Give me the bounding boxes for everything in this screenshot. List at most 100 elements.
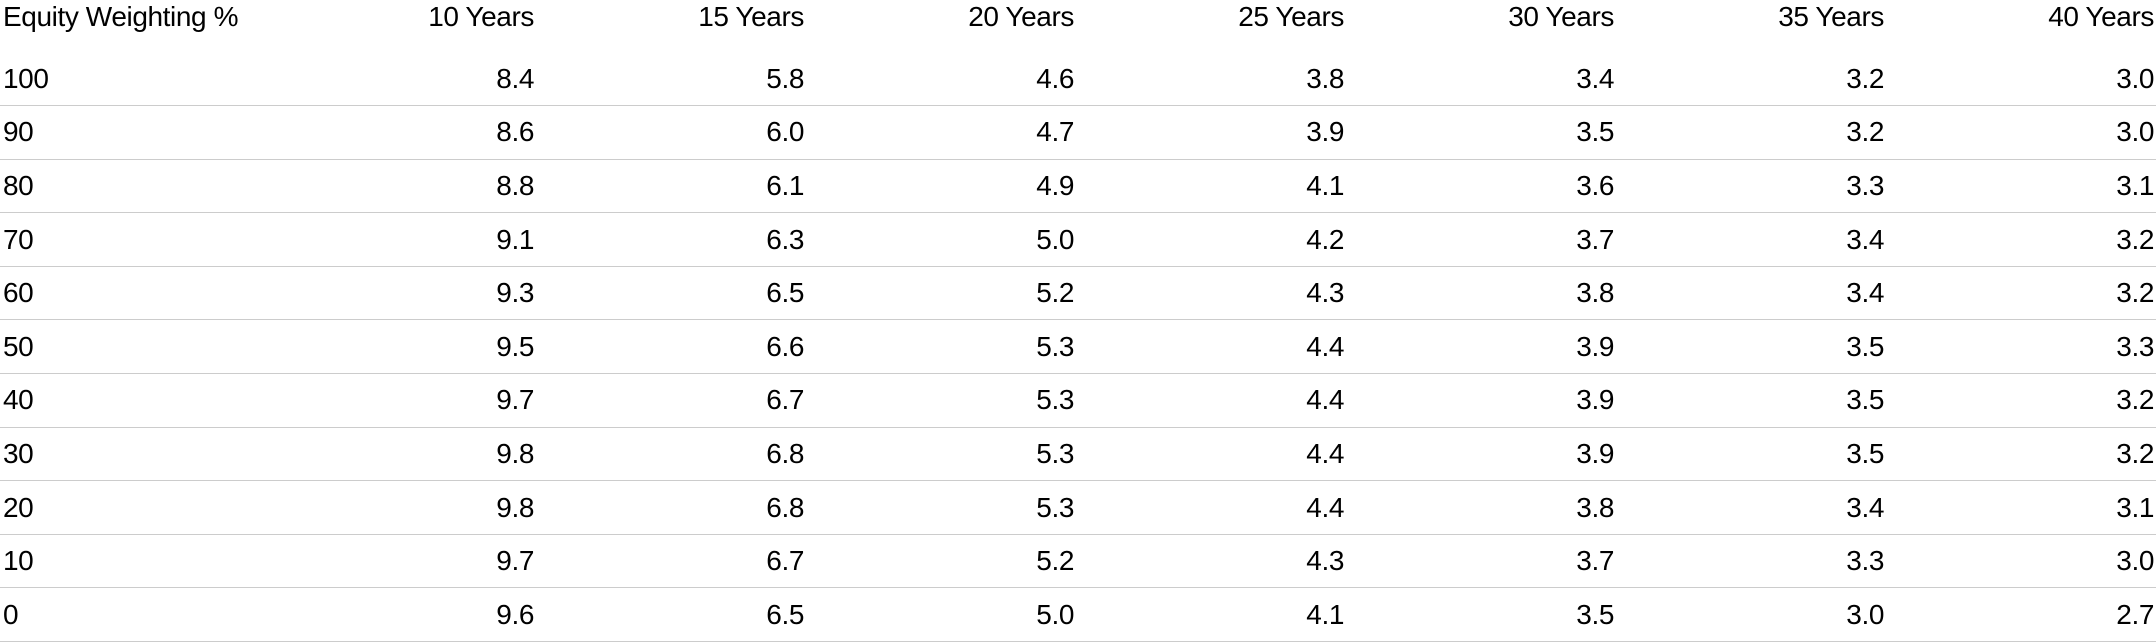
table-body: 100 8.4 5.8 4.6 3.8 3.4 3.2 3.0 90 8.6 6.0 4.7 3.9 3.… bbox=[0, 52, 2156, 642]
cell-value: 4.1 bbox=[1076, 159, 1346, 214]
cell-value: 6.8 bbox=[536, 427, 806, 482]
row-label: 30 bbox=[0, 427, 266, 482]
cell-value: 3.8 bbox=[1346, 480, 1616, 535]
cell-value: 4.4 bbox=[1076, 373, 1346, 428]
cell-value: 5.3 bbox=[806, 480, 1076, 535]
cell-value: 6.3 bbox=[536, 212, 806, 267]
table-row: 90 8.6 6.0 4.7 3.9 3.5 3.2 3.0 bbox=[0, 105, 2156, 160]
cell-value: 4.9 bbox=[806, 159, 1076, 214]
cell-value: 3.2 bbox=[1886, 212, 2156, 267]
cell-value: 6.7 bbox=[536, 373, 806, 428]
cell-value: 8.4 bbox=[266, 52, 536, 107]
cell-value: 6.5 bbox=[536, 587, 806, 642]
cell-value: 3.3 bbox=[1616, 534, 1886, 589]
cell-value: 3.9 bbox=[1076, 105, 1346, 160]
cell-value: 3.1 bbox=[1886, 480, 2156, 535]
cell-value: 3.8 bbox=[1076, 52, 1346, 107]
cell-value: 4.4 bbox=[1076, 319, 1346, 375]
cell-value: 3.5 bbox=[1616, 319, 1886, 375]
cell-value: 9.6 bbox=[266, 587, 536, 642]
cell-value: 5.2 bbox=[806, 266, 1076, 321]
cell-value: 3.9 bbox=[1346, 373, 1616, 428]
cell-value: 3.3 bbox=[1616, 159, 1886, 214]
row-label: 90 bbox=[0, 105, 266, 160]
cell-value: 3.4 bbox=[1616, 480, 1886, 535]
cell-value: 3.4 bbox=[1616, 266, 1886, 321]
cell-value: 9.8 bbox=[266, 480, 536, 535]
cell-value: 2.7 bbox=[1886, 587, 2156, 642]
column-header-equity-weighting: Equity Weighting % bbox=[3, 1, 239, 32]
cell-value: 3.0 bbox=[1616, 587, 1886, 642]
table-row: 30 9.8 6.8 5.3 4.4 3.9 3.5 3.2 bbox=[0, 427, 2156, 482]
cell-value: 5.2 bbox=[806, 534, 1076, 589]
row-label: 40 bbox=[0, 373, 266, 428]
cell-value: 3.8 bbox=[1346, 266, 1616, 321]
column-header-15-years: 15 Years bbox=[698, 1, 804, 32]
cell-value: 4.4 bbox=[1076, 480, 1346, 535]
row-label: 20 bbox=[0, 480, 266, 535]
table-row: 20 9.8 6.8 5.3 4.4 3.8 3.4 3.1 bbox=[0, 480, 2156, 535]
cell-value: 3.9 bbox=[1346, 427, 1616, 482]
cell-value: 4.4 bbox=[1076, 427, 1346, 482]
cell-value: 9.7 bbox=[266, 373, 536, 428]
cell-value: 3.4 bbox=[1616, 212, 1886, 267]
cell-value: 5.3 bbox=[806, 427, 1076, 482]
cell-value: 3.6 bbox=[1346, 159, 1616, 214]
row-label: 70 bbox=[0, 212, 266, 267]
cell-value: 6.0 bbox=[536, 105, 806, 160]
column-header-10-years: 10 Years bbox=[428, 1, 534, 32]
cell-value: 3.3 bbox=[1886, 319, 2156, 375]
cell-value: 3.2 bbox=[1886, 373, 2156, 428]
cell-value: 3.9 bbox=[1346, 319, 1616, 375]
cell-value: 3.2 bbox=[1886, 266, 2156, 321]
cell-value: 4.1 bbox=[1076, 587, 1346, 642]
cell-value: 8.6 bbox=[266, 105, 536, 160]
cell-value: 3.4 bbox=[1346, 52, 1616, 107]
table-row: 70 9.1 6.3 5.0 4.2 3.7 3.4 3.2 bbox=[0, 212, 2156, 267]
cell-value: 6.7 bbox=[536, 534, 806, 589]
cell-value: 3.5 bbox=[1616, 427, 1886, 482]
cell-value: 3.2 bbox=[1616, 105, 1886, 160]
cell-value: 6.1 bbox=[536, 159, 806, 214]
table-row: 80 8.8 6.1 4.9 4.1 3.6 3.3 3.1 bbox=[0, 159, 2156, 214]
cell-value: 3.5 bbox=[1616, 373, 1886, 428]
row-label: 80 bbox=[0, 159, 266, 214]
cell-value: 4.6 bbox=[806, 52, 1076, 107]
table-row: 50 9.5 6.6 5.3 4.4 3.9 3.5 3.3 bbox=[0, 319, 2156, 375]
cell-value: 4.3 bbox=[1076, 266, 1346, 321]
table-row: 10 9.7 6.7 5.2 4.3 3.7 3.3 3.0 bbox=[0, 534, 2156, 589]
cell-value: 6.5 bbox=[536, 266, 806, 321]
row-label: 10 bbox=[0, 534, 266, 589]
cell-value: 9.5 bbox=[266, 319, 536, 375]
cell-value: 4.2 bbox=[1076, 212, 1346, 267]
cell-value: 3.5 bbox=[1346, 587, 1616, 642]
cell-value: 6.6 bbox=[536, 319, 806, 375]
cell-value: 3.0 bbox=[1886, 534, 2156, 589]
row-label: 100 bbox=[0, 52, 266, 107]
row-label: 60 bbox=[0, 266, 266, 321]
cell-value: 3.0 bbox=[1886, 52, 2156, 107]
cell-value: 3.7 bbox=[1346, 534, 1616, 589]
cell-value: 6.8 bbox=[536, 480, 806, 535]
cell-value: 9.3 bbox=[266, 266, 536, 321]
cell-value: 5.3 bbox=[806, 319, 1076, 375]
column-header-30-years: 30 Years bbox=[1508, 1, 1614, 32]
cell-value: 4.7 bbox=[806, 105, 1076, 160]
column-header-35-years: 35 Years bbox=[1778, 1, 1884, 32]
row-label: 50 bbox=[0, 319, 266, 375]
cell-value: 5.0 bbox=[806, 587, 1076, 642]
column-header-25-years: 25 Years bbox=[1238, 1, 1344, 32]
table-row: 100 8.4 5.8 4.6 3.8 3.4 3.2 3.0 bbox=[0, 52, 2156, 107]
cell-value: 5.0 bbox=[806, 212, 1076, 267]
table-row: 0 9.6 6.5 5.0 4.1 3.5 3.0 2.7 bbox=[0, 587, 2156, 642]
cell-value: 3.2 bbox=[1886, 427, 2156, 482]
cell-value: 5.3 bbox=[806, 373, 1076, 428]
cell-value: 3.5 bbox=[1346, 105, 1616, 160]
cell-value: 3.1 bbox=[1886, 159, 2156, 214]
cell-value: 4.3 bbox=[1076, 534, 1346, 589]
column-header-20-years: 20 Years bbox=[968, 1, 1074, 32]
header-row: Equity Weighting % 10 Years 15 Years 20 … bbox=[0, 0, 2156, 52]
cell-value: 8.8 bbox=[266, 159, 536, 214]
row-label: 0 bbox=[0, 587, 266, 642]
